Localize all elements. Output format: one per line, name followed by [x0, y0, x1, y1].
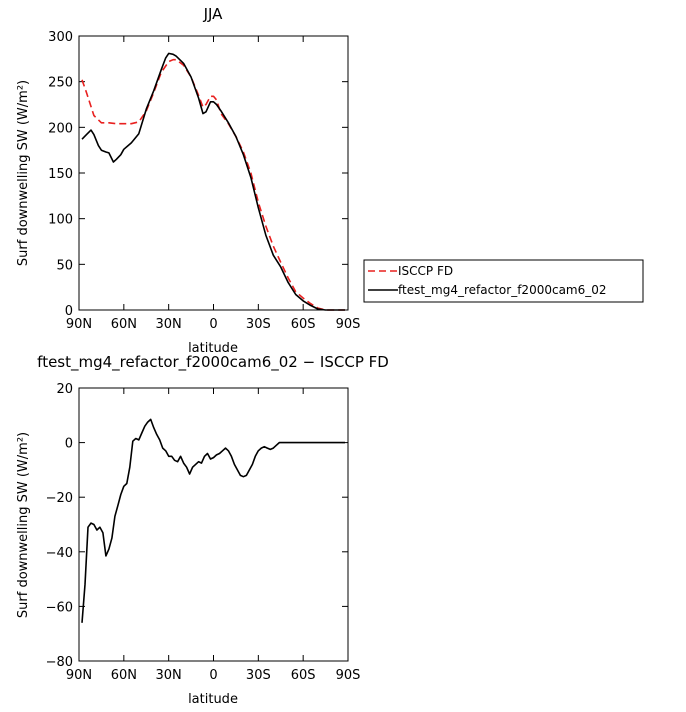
- plot-lines-bottom: [81, 418, 345, 623]
- x-axis-bottom: 90N 60N 30N 0 30S 60S 90S: [66, 388, 361, 683]
- y-tick-label: 20: [56, 382, 73, 397]
- y-tick-label: −20: [46, 491, 73, 506]
- x-tick-label: 60N: [111, 668, 137, 683]
- y-tick-label: 50: [56, 258, 73, 273]
- series-line-top-0: [81, 58, 345, 311]
- x-tick-label: 60S: [291, 668, 316, 683]
- x-tick-label: 30N: [156, 668, 182, 683]
- y-tick-label: −60: [46, 600, 73, 615]
- panel-top: JJA 90N 60N 30N 0 30S 60S 90S 0 50 100 150 200 250 3…: [16, 5, 644, 356]
- x-tick-label: 60S: [291, 317, 316, 332]
- plot-frame-bottom: [78, 387, 349, 662]
- y-tick-label: 200: [48, 121, 73, 136]
- y-tick-label: 0: [65, 304, 73, 319]
- y-tick-label: 150: [48, 167, 73, 182]
- x-tick-label: 90N: [66, 668, 92, 683]
- series-line-top-1: [81, 52, 345, 311]
- x-tick-label: 90S: [336, 668, 361, 683]
- x-tick-label: 30S: [246, 317, 271, 332]
- y-tick-label: 300: [48, 30, 73, 45]
- plot-lines: [81, 52, 345, 311]
- legend-label-isccp: ISCCP FD: [398, 264, 453, 278]
- legend: ISCCP FD ftest_mg4_refactor_f2000cam6_02: [363, 259, 644, 303]
- y-tick-label: −80: [46, 655, 73, 670]
- x-axis-label-bottom: latitude: [188, 692, 238, 707]
- x-tick-label: 30N: [156, 317, 182, 332]
- y-axis: 0 50 100 150 200 250 300: [48, 30, 348, 319]
- difference-title: ftest_mg4_refactor_f2000cam6_02 − ISCCP …: [37, 353, 389, 372]
- x-tick-label: 0: [209, 668, 217, 683]
- y-tick-label: 100: [48, 213, 73, 228]
- y-tick-label: 250: [48, 76, 73, 91]
- chart-title: JJA: [203, 5, 224, 23]
- x-tick-label: 30S: [246, 668, 271, 683]
- y-tick-label: −40: [46, 546, 73, 561]
- series-line-bottom-0: [81, 418, 345, 623]
- legend-label-model: ftest_mg4_refactor_f2000cam6_02: [398, 283, 607, 297]
- x-tick-label: 60N: [111, 317, 137, 332]
- x-axis: 90N 60N 30N 0 30S 60S 90S: [66, 36, 361, 332]
- x-tick-label: 0: [209, 317, 217, 332]
- x-tick-label: 90N: [66, 317, 92, 332]
- y-axis-bottom: −80 −60 −40 −20 0 20: [46, 382, 348, 670]
- y-axis-label: Surf downwelling SW (W/m²): [16, 80, 31, 266]
- x-axis-label: latitude: [188, 341, 238, 356]
- panel-bottom: ftest_mg4_refactor_f2000cam6_02 − ISCCP …: [16, 353, 389, 707]
- y-axis-label-bottom: Surf downwelling SW (W/m²): [16, 432, 31, 618]
- plot-frame: [78, 35, 349, 311]
- legend-box: [363, 259, 644, 303]
- x-tick-label: 90S: [336, 317, 361, 332]
- y-tick-label: 0: [65, 437, 73, 452]
